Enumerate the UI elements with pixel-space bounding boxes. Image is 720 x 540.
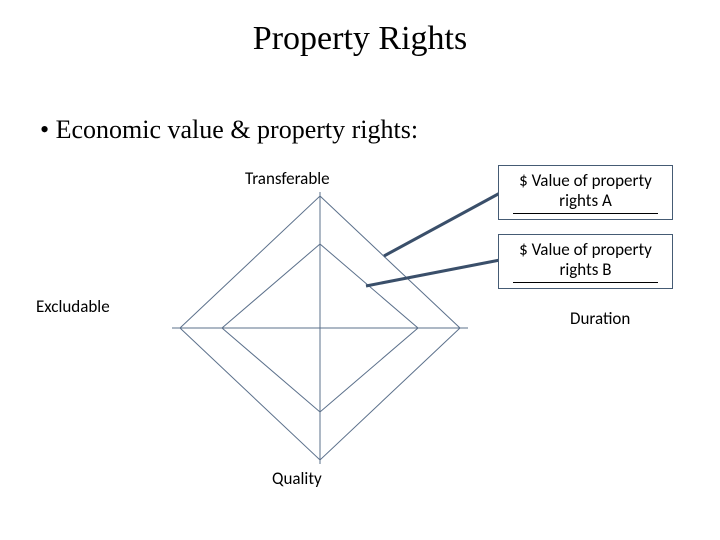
value-box-b: $ Value of property rights B bbox=[498, 234, 673, 289]
leader-a bbox=[384, 193, 500, 256]
axis-label-right: Duration bbox=[570, 308, 630, 329]
value-box-a: $ Value of property rights A bbox=[498, 165, 673, 220]
value-box-b-text: $ Value of property rights B bbox=[513, 240, 658, 283]
leader-b bbox=[366, 260, 500, 286]
axis-label-left: Excludable bbox=[36, 296, 110, 317]
axis-label-bottom: Quality bbox=[272, 468, 322, 489]
value-box-a-text: $ Value of property rights A bbox=[513, 171, 658, 214]
axis-label-top: Transferable bbox=[245, 168, 330, 189]
